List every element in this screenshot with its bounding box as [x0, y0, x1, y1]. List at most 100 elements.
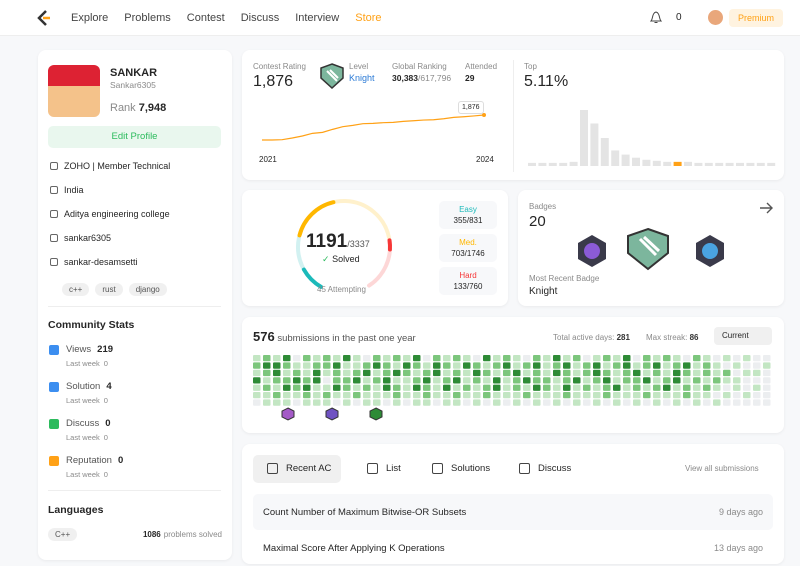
heatmap-cell: [723, 377, 731, 383]
heatmap-cell: [693, 392, 701, 398]
heatmap-cell: [753, 355, 761, 361]
edit-profile-button[interactable]: Edit Profile: [48, 126, 221, 148]
heatmap-cell: [333, 385, 341, 391]
heatmap-cell: [263, 370, 271, 376]
stat-delta: 0: [104, 470, 108, 479]
heatmap-cell: [533, 377, 541, 383]
heatmap-cell: [383, 377, 391, 383]
heatmap-cell: [623, 362, 631, 368]
submission-time: 9 days ago: [719, 507, 763, 517]
heatmap-cell: [463, 399, 471, 405]
heatmap-cell: [643, 392, 651, 398]
heatmap-cell: [403, 370, 411, 376]
submission-row[interactable]: Count Number of Maximum Bitwise-OR Subse…: [253, 494, 773, 530]
view-all-link[interactable]: View all submissions: [685, 464, 759, 473]
premium-button[interactable]: Premium: [729, 9, 783, 27]
heatmap-cell: [273, 355, 281, 361]
heatmap-cell: [493, 370, 501, 376]
heatmap-cell: [483, 355, 491, 361]
heatmap-cell: [303, 362, 311, 368]
heatmap-cell: [603, 362, 611, 368]
tag: rust: [95, 283, 122, 296]
heatmap-cell: [483, 399, 491, 405]
heatmap-cell: [443, 370, 451, 376]
nav-item[interactable]: Problems: [124, 12, 170, 24]
heatmap-cell: [633, 392, 641, 398]
heatmap-cell: [743, 399, 751, 405]
heatmap-cell: [683, 385, 691, 391]
heatmap-cell: [533, 392, 541, 398]
distribution-bar: [715, 163, 723, 166]
heatmap-cell: [613, 399, 621, 405]
heatmap-cell: [463, 385, 471, 391]
heatmap-cell: [393, 399, 401, 405]
nav-item[interactable]: Interview: [295, 12, 339, 24]
bell-icon[interactable]: [650, 11, 662, 25]
heatmap-cell: [423, 385, 431, 391]
heatmap-cell: [573, 370, 581, 376]
heatmap-cell: [313, 377, 321, 383]
heatmap-cell: [473, 362, 481, 368]
heatmap-cell: [263, 377, 271, 383]
logo[interactable]: [36, 9, 52, 27]
heatmap-cell: [603, 385, 611, 391]
stat-icon: [49, 456, 59, 466]
heatmap-cell: [543, 355, 551, 361]
heatmap-cell: [443, 355, 451, 361]
streak[interactable]: 0: [676, 12, 682, 23]
distribution-bar: [538, 163, 546, 166]
heatmap-cell: [313, 392, 321, 398]
heatmap-cell: [303, 385, 311, 391]
heatmap-cell: [753, 362, 761, 368]
heatmap-cell: [403, 399, 411, 405]
avatar-small[interactable]: [708, 10, 723, 25]
heatmap-cell: [283, 392, 291, 398]
heatmap-cell: [433, 377, 441, 383]
nav-item[interactable]: Store: [355, 12, 381, 24]
heatmap-cell: [533, 370, 541, 376]
distribution-bar: [674, 162, 682, 166]
heatmap-cell: [713, 362, 721, 368]
nav-item[interactable]: Discuss: [241, 12, 280, 24]
heatmap-cell: [523, 370, 531, 376]
heatmap-cell: [383, 355, 391, 361]
difficulty-count: 133760: [439, 282, 497, 291]
info-text: India: [64, 185, 84, 195]
heatmap-cell: [293, 399, 301, 405]
heatmap-cell: [623, 370, 631, 376]
nav-item[interactable]: Contest: [187, 12, 225, 24]
submission-row[interactable]: Maximal Score After Applying K Operation…: [253, 530, 773, 566]
heatmap-cell: [263, 392, 271, 398]
heatmap-cell: [643, 362, 651, 368]
submission-title: Count Number of Maximum Bitwise-OR Subse…: [263, 507, 466, 518]
tab[interactable]: Discuss: [505, 455, 581, 483]
heatmap-cell: [333, 370, 341, 376]
tab[interactable]: Solutions: [418, 455, 500, 483]
stat-label: Discuss: [66, 418, 99, 429]
page: Explore Problems Contest Discuss Interview St…: [0, 0, 800, 554]
heatmap-cell: [513, 392, 521, 398]
heatmap-cell: [433, 355, 441, 361]
info-icon: [50, 234, 58, 242]
heatmap-cell: [403, 355, 411, 361]
heatmap-cell: [703, 370, 711, 376]
heatmap-cell: [663, 385, 671, 391]
heatmap-cell: [573, 377, 581, 383]
distribution-chart: [522, 100, 777, 168]
tab[interactable]: Recent AC: [253, 455, 341, 483]
arrow-icon[interactable]: [758, 200, 774, 216]
tab[interactable]: List: [353, 455, 411, 483]
heatmap-cell: [693, 377, 701, 383]
heatmap-cell: [693, 370, 701, 376]
nav-item[interactable]: Explore: [71, 12, 108, 24]
contest-card: Contest Rating 1,876 Level Knight Global…: [242, 50, 784, 180]
level-total: 760: [467, 282, 483, 291]
heatmap-cell: [333, 392, 341, 398]
tab-icon: [432, 463, 443, 474]
heatmap-cell: [653, 399, 661, 405]
heatmap-cell: [303, 399, 311, 405]
heatmap-cell: [753, 392, 761, 398]
heatmap-cell: [313, 355, 321, 361]
heatmap-cell: [703, 392, 711, 398]
user-name: SANKAR: [110, 67, 157, 79]
